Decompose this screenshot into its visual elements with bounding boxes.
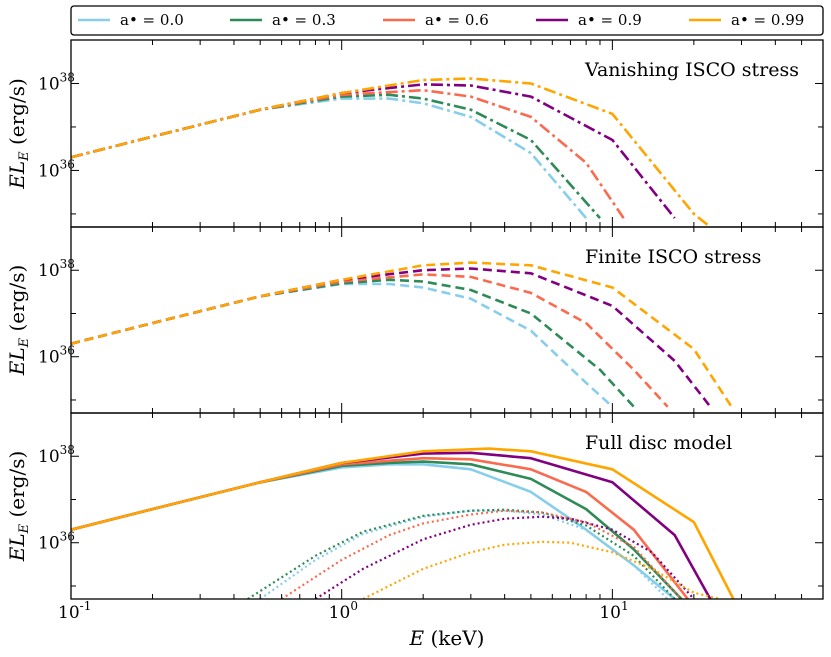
legend-entry: a• = 0.3 (230, 11, 336, 29)
x-axis-label: E (keV) (409, 626, 485, 650)
legend-label: a• = 0.6 (425, 11, 489, 29)
y-ticks (71, 226, 823, 401)
series-line (71, 88, 625, 219)
y-axis-label: ELE (erg/s) (5, 78, 32, 190)
series-line (247, 508, 676, 599)
legend-entry: a• = 0.99 (689, 11, 804, 29)
series-line (259, 509, 669, 599)
series-line (71, 282, 614, 408)
series-line (71, 83, 676, 219)
legend-label: a• = 0.0 (120, 11, 184, 29)
series-line (71, 97, 588, 219)
panel-series (71, 77, 712, 227)
series-line (71, 273, 669, 408)
series-line (281, 509, 683, 599)
x-axis: 10-1 100 101 E (keV) (58, 599, 629, 650)
y-tick-label: 1038 (38, 443, 75, 467)
series-line (71, 278, 635, 408)
x-tick-label: 10-1 (58, 599, 91, 623)
legend-box (70, 5, 824, 36)
y-tick-label: 1036 (38, 157, 75, 181)
y-tick-label: 1036 (38, 530, 75, 554)
panel-label: Finite ISCO stress (585, 246, 761, 268)
panel-series (71, 261, 735, 411)
y-tick-label: 1038 (38, 70, 75, 94)
legend: a• = 0.0 a• = 0.3 a• = 0.6 a• = 0.9 a• = 0.9… (70, 5, 824, 36)
series-line (71, 261, 735, 411)
series-line (314, 515, 695, 599)
y-axis-label: ELE (erg/s) (5, 265, 32, 377)
x-ticks (70, 227, 824, 413)
y-tick-label: 1036 (38, 344, 75, 368)
legend-entry: a• = 0.0 (78, 11, 184, 29)
legend-label: a• = 0.99 (731, 11, 804, 29)
panel-frame (70, 412, 824, 600)
x-ticks (70, 40, 824, 227)
y-axis-label: ELE (erg/s) (5, 451, 32, 563)
panel-series (71, 447, 735, 599)
series-line (71, 267, 712, 408)
series-line (71, 456, 689, 599)
y-tick-label: 1038 (38, 257, 75, 281)
x-ticks (70, 413, 824, 599)
legend-entry: a• = 0.6 (383, 11, 489, 29)
legend-label: a• = 0.9 (578, 11, 642, 29)
panel-label: Vanishing ISCO stress (584, 59, 799, 81)
y-ticks (71, 412, 823, 587)
legend-label: a• = 0.3 (272, 11, 336, 29)
series-line (71, 77, 712, 227)
series-line (71, 447, 735, 599)
x-tick-label: 100 (329, 599, 358, 623)
legend-entry: a• = 0.9 (536, 11, 642, 29)
x-tick-label: 101 (599, 599, 628, 623)
y-ticks (71, 39, 823, 215)
panel-label: Full disc model (585, 432, 732, 454)
